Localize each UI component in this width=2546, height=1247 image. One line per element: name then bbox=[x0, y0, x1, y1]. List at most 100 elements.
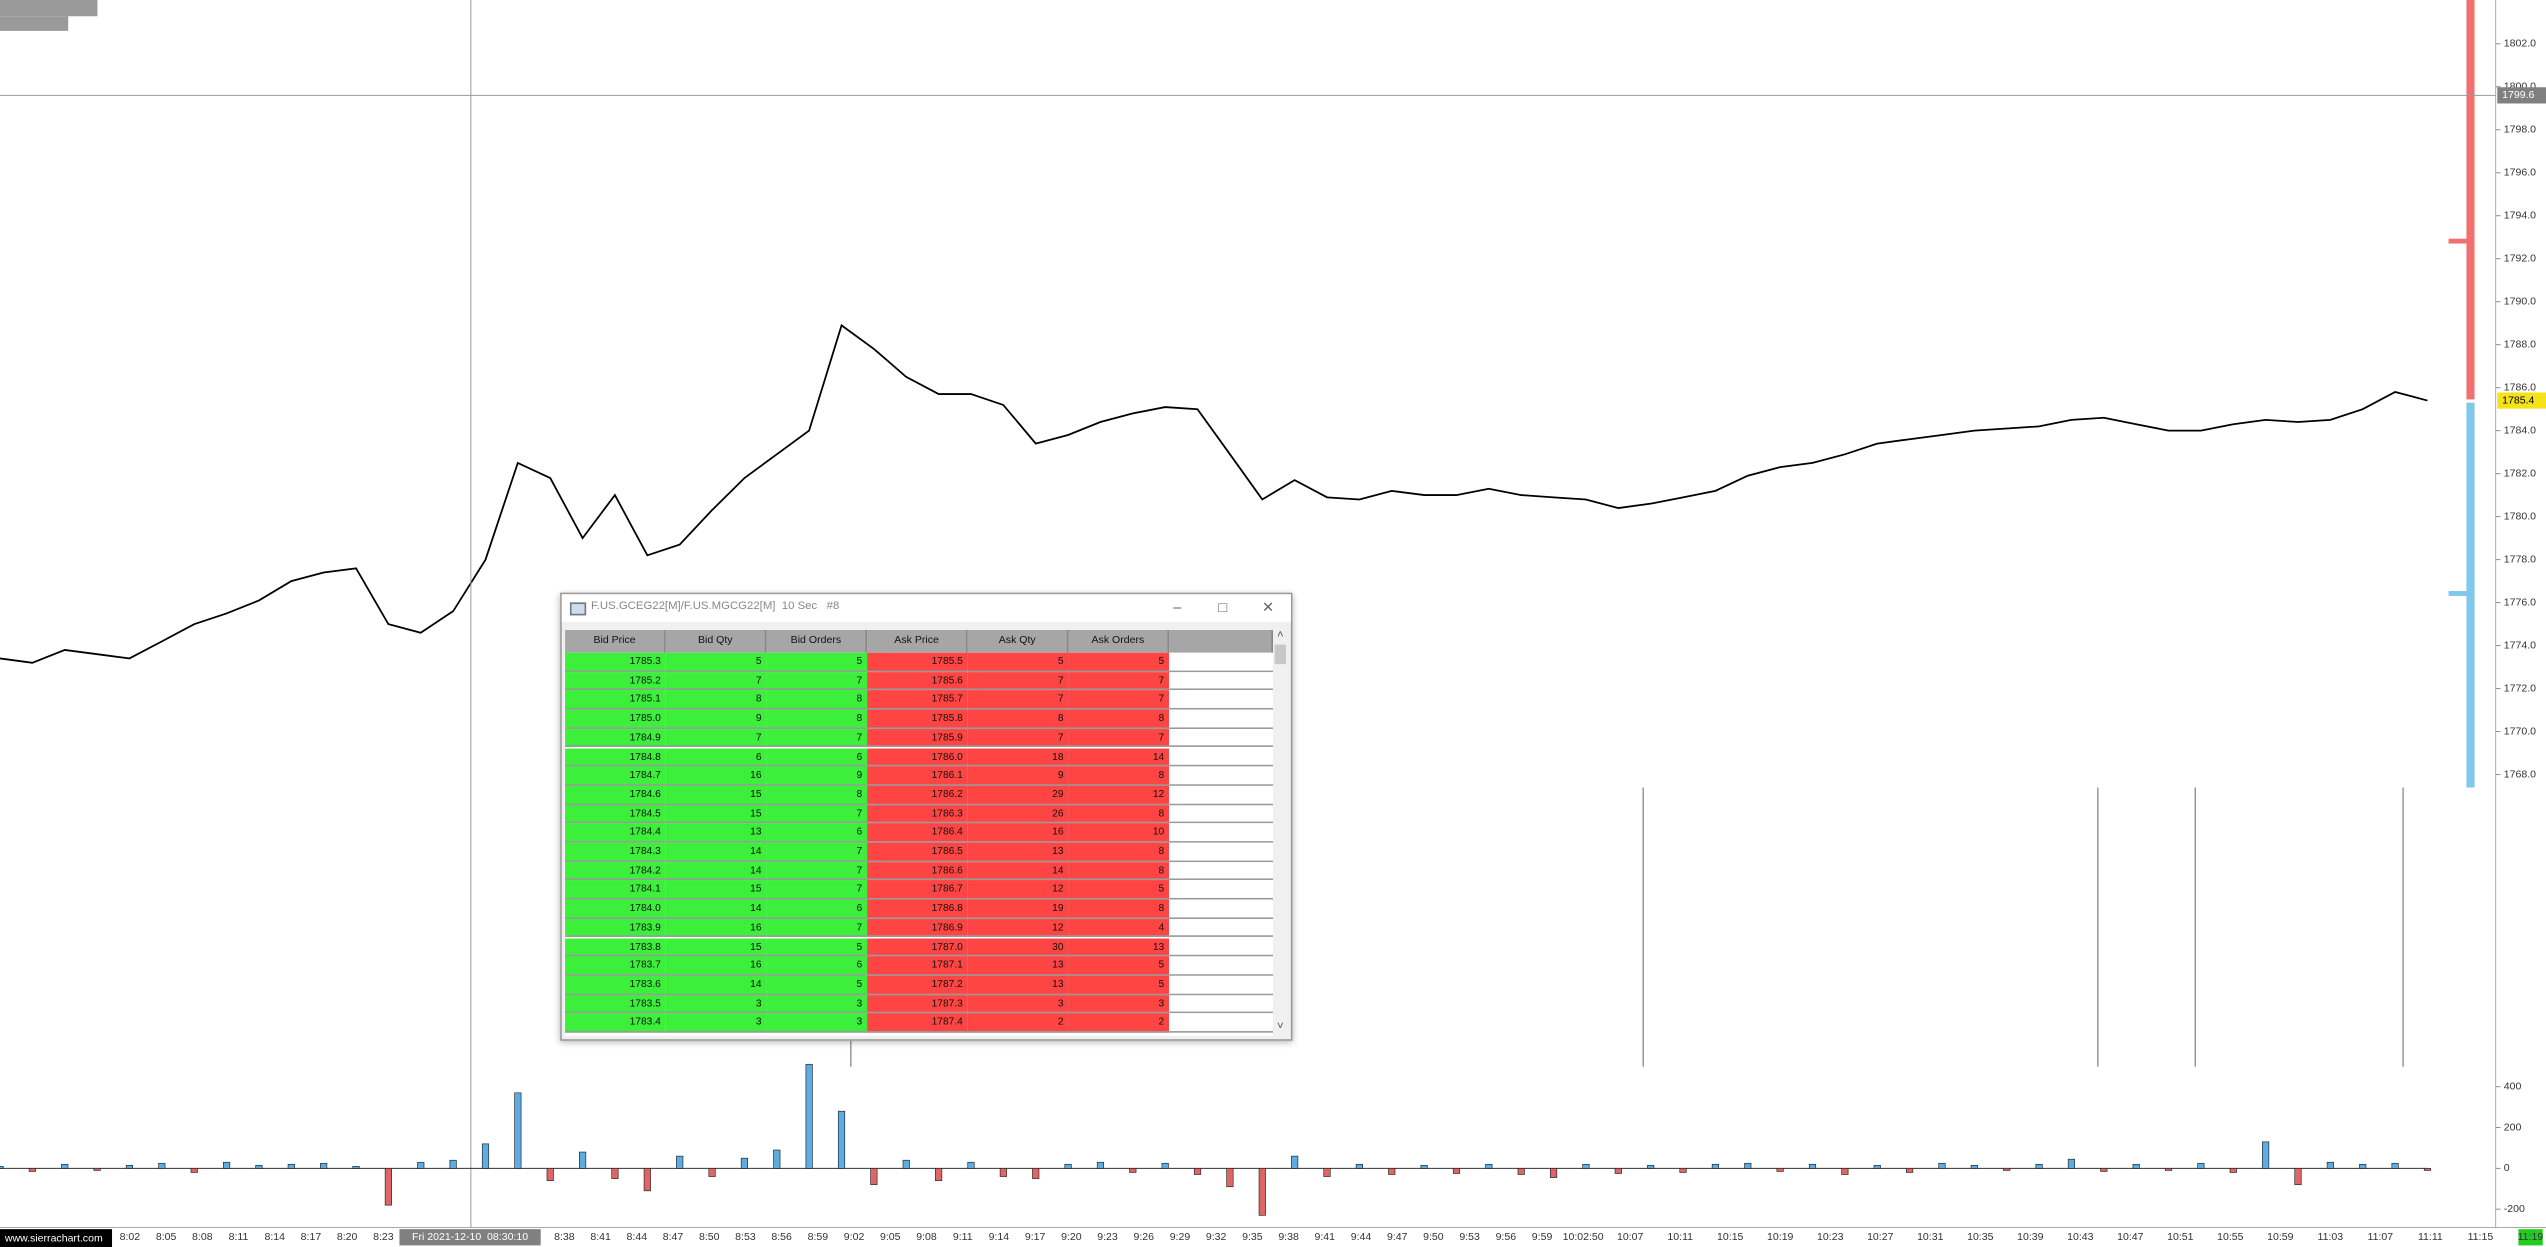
x-tick-label: 9:02 bbox=[844, 1231, 865, 1243]
scroll-up[interactable]: ˄ bbox=[1276, 630, 1284, 642]
volume-bar bbox=[1161, 1162, 1169, 1169]
table-cell: 8 bbox=[766, 709, 868, 729]
table-cell: 5 bbox=[665, 652, 767, 672]
table-cell bbox=[1169, 671, 1273, 691]
volume-bar bbox=[384, 1168, 392, 1206]
dom-window: F.US.GCEG22[M]/F.US.MGCG22[M] 10 Sec #8 … bbox=[560, 592, 1293, 1041]
table-cell: 16 bbox=[967, 823, 1069, 843]
maximize-button[interactable]: □ bbox=[1218, 599, 1228, 616]
volume-bar bbox=[255, 1164, 263, 1169]
volume-bar bbox=[2423, 1168, 2432, 1171]
close-button[interactable]: ✕ bbox=[1261, 599, 1275, 616]
status-indicator bbox=[2518, 1229, 2543, 1246]
table-cell: 3 bbox=[967, 994, 1069, 1014]
volume-bar bbox=[1938, 1162, 1946, 1169]
table-cell bbox=[1169, 785, 1273, 805]
price-line bbox=[0, 323, 2428, 664]
x-tick-label: 9:29 bbox=[1170, 1231, 1191, 1243]
table-cell bbox=[1169, 728, 1273, 748]
volume-bar bbox=[481, 1143, 490, 1169]
volume-bar bbox=[1485, 1163, 1493, 1169]
x-tick-label: 9:11 bbox=[953, 1231, 973, 1243]
x-tick-label: 9:47 bbox=[1387, 1231, 1408, 1243]
table-cell: 2 bbox=[1068, 1013, 1170, 1033]
scroll-down[interactable]: ˅ bbox=[1276, 1021, 1284, 1033]
table-cell: 14 bbox=[665, 842, 767, 862]
toolbar-block bbox=[0, 16, 69, 31]
table-cell: 5 bbox=[1068, 975, 1170, 995]
table-cell: 14 bbox=[967, 861, 1069, 881]
table-cell: 2 bbox=[967, 1013, 1069, 1033]
volume-bar bbox=[870, 1168, 878, 1186]
table-cell: 1786.5 bbox=[867, 842, 968, 862]
table-cell: 7 bbox=[766, 728, 868, 748]
table-cell: 26 bbox=[967, 804, 1069, 824]
table-cell: 1785.1 bbox=[565, 690, 666, 710]
volume-bar bbox=[579, 1151, 587, 1169]
table-cell: 6 bbox=[665, 747, 767, 767]
crosshair-time-box bbox=[399, 1229, 541, 1246]
y-tick-label: 1776.0 bbox=[2504, 596, 2536, 608]
y-tick-label: 1792.0 bbox=[2504, 253, 2536, 265]
y-tick-label: 1770.0 bbox=[2504, 725, 2536, 737]
table-cell bbox=[1169, 690, 1273, 710]
table-cell: 1784.1 bbox=[565, 880, 666, 900]
x-tick-label: 9:26 bbox=[1133, 1231, 1154, 1243]
scroll-thumb[interactable] bbox=[1274, 644, 1286, 665]
volume-bar bbox=[287, 1163, 295, 1169]
volume-bar bbox=[546, 1168, 554, 1181]
volume-bar bbox=[2326, 1161, 2334, 1169]
table-cell: 30 bbox=[967, 937, 1069, 957]
table-cell: 1784.4 bbox=[565, 823, 666, 843]
table-cell: 12 bbox=[967, 918, 1069, 938]
table-cell: 8 bbox=[766, 785, 868, 805]
volume-bar bbox=[1614, 1168, 1622, 1174]
table-cell: 1784.9 bbox=[565, 728, 666, 748]
table-cell: 1787.3 bbox=[867, 994, 968, 1014]
table-cell: 1784.7 bbox=[565, 766, 666, 786]
x-tick-label: 10:23 bbox=[1817, 1231, 1844, 1243]
table-cell: 7 bbox=[967, 690, 1069, 710]
table-cell: 1786.3 bbox=[867, 804, 968, 824]
x-tick-label: 8:08 bbox=[192, 1231, 213, 1243]
volume-bar bbox=[1096, 1161, 1105, 1169]
table-cell: 3 bbox=[665, 994, 767, 1014]
volume-bar bbox=[1841, 1168, 1849, 1175]
table-cell: 1784.5 bbox=[565, 804, 666, 824]
table-cell: 1786.1 bbox=[867, 766, 968, 786]
volume-bar bbox=[1517, 1168, 1525, 1175]
table-cell: 5 bbox=[766, 652, 868, 672]
x-tick-label: 8:38 bbox=[554, 1231, 575, 1243]
table-cell: 1786.6 bbox=[867, 861, 968, 881]
volume-bar bbox=[1582, 1163, 1590, 1169]
table-cell: 18 bbox=[967, 747, 1069, 767]
current-price: 1785.4 bbox=[2502, 394, 2534, 406]
table-cell: 16 bbox=[665, 956, 767, 976]
table-cell bbox=[1169, 899, 1273, 919]
table-cell: 8 bbox=[1068, 804, 1170, 824]
x-tick-label: 9:14 bbox=[989, 1231, 1010, 1243]
table-cell: 5 bbox=[766, 937, 868, 957]
minimize-button[interactable]: – bbox=[1173, 599, 1182, 616]
volume-bar bbox=[837, 1110, 846, 1169]
volume-bar bbox=[1032, 1168, 1040, 1179]
volume-bar bbox=[514, 1092, 522, 1169]
x-tick-label: 10:55 bbox=[2217, 1231, 2244, 1243]
scrollbar[interactable]: ˄ ˅ bbox=[1272, 630, 1288, 1036]
volume-tick-label: 200 bbox=[2504, 1121, 2522, 1133]
volume-bar bbox=[2229, 1168, 2237, 1173]
table-cell: 13 bbox=[967, 956, 1069, 976]
table-cell: 9 bbox=[967, 766, 1069, 786]
x-tick-label: 8:47 bbox=[663, 1231, 684, 1243]
table-cell: 8 bbox=[1068, 766, 1170, 786]
table-cell bbox=[1169, 994, 1273, 1014]
column-header: Bid Orders bbox=[766, 630, 868, 653]
footer-box bbox=[0, 1229, 113, 1247]
x-tick-label: 9:05 bbox=[880, 1231, 901, 1243]
x-tick-label: 10:35 bbox=[1967, 1231, 1994, 1243]
table-cell: 29 bbox=[967, 785, 1069, 805]
x-tick-label: 9:50 bbox=[1423, 1231, 1444, 1243]
volume-bar bbox=[352, 1166, 360, 1169]
volume-bar bbox=[61, 1163, 69, 1169]
y-tick-label: 1790.0 bbox=[2504, 295, 2536, 307]
